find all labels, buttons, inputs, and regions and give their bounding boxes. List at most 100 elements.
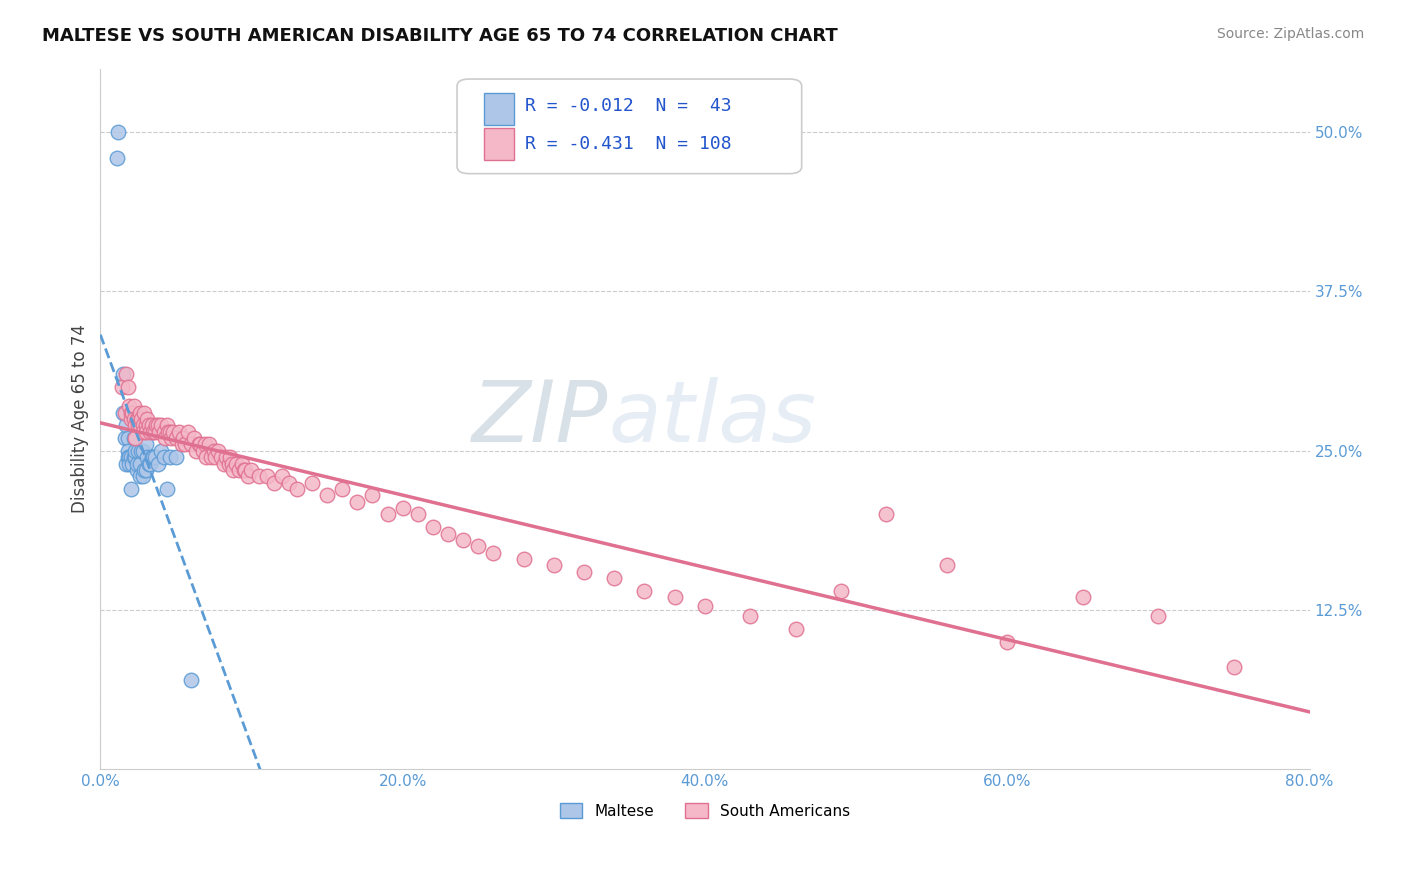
Point bbox=[316, 488, 339, 502]
Point bbox=[174, 437, 197, 451]
Point bbox=[114, 405, 136, 419]
Point bbox=[115, 457, 138, 471]
Point bbox=[437, 526, 460, 541]
Point bbox=[117, 380, 139, 394]
Point bbox=[256, 469, 278, 483]
Point bbox=[122, 399, 145, 413]
Point bbox=[346, 494, 368, 508]
Point bbox=[1223, 660, 1246, 674]
Point bbox=[122, 450, 145, 464]
Point bbox=[240, 463, 263, 477]
Point bbox=[391, 501, 413, 516]
Point bbox=[693, 599, 716, 614]
Point bbox=[165, 450, 187, 464]
Point bbox=[128, 457, 150, 471]
Point bbox=[111, 405, 134, 419]
Point bbox=[117, 431, 139, 445]
Point bbox=[138, 418, 160, 433]
Point bbox=[157, 425, 180, 439]
Point bbox=[218, 457, 240, 471]
Point bbox=[128, 405, 150, 419]
Point bbox=[120, 450, 142, 464]
Point bbox=[124, 443, 146, 458]
Point bbox=[124, 418, 146, 433]
Point bbox=[183, 431, 205, 445]
Point bbox=[120, 482, 142, 496]
Point bbox=[124, 450, 146, 464]
Point bbox=[156, 482, 179, 496]
Point bbox=[263, 475, 285, 490]
Point bbox=[128, 469, 150, 483]
Bar bbox=[484, 93, 513, 125]
Point bbox=[110, 380, 132, 394]
Point bbox=[153, 425, 176, 439]
Point bbox=[187, 437, 209, 451]
Point bbox=[125, 412, 148, 426]
Point bbox=[231, 457, 253, 471]
Point bbox=[120, 412, 142, 426]
Point bbox=[135, 463, 157, 477]
Text: ZIP: ZIP bbox=[472, 377, 609, 460]
Point bbox=[198, 437, 221, 451]
Point bbox=[118, 457, 141, 471]
Point bbox=[134, 463, 156, 477]
Point bbox=[482, 546, 505, 560]
Point bbox=[184, 443, 207, 458]
Point bbox=[111, 368, 134, 382]
Point bbox=[128, 418, 150, 433]
Point bbox=[131, 418, 153, 433]
Point bbox=[214, 457, 236, 471]
Point bbox=[167, 425, 190, 439]
Point bbox=[105, 151, 128, 165]
Point bbox=[141, 450, 163, 464]
Point bbox=[162, 425, 184, 439]
Point bbox=[406, 508, 429, 522]
Point bbox=[149, 418, 172, 433]
Point bbox=[139, 425, 162, 439]
Text: atlas: atlas bbox=[609, 377, 817, 460]
Point bbox=[330, 482, 353, 496]
Point bbox=[124, 431, 146, 445]
Point bbox=[146, 418, 169, 433]
Point bbox=[422, 520, 444, 534]
Point bbox=[1147, 609, 1170, 624]
Point bbox=[135, 437, 157, 451]
Point bbox=[572, 565, 595, 579]
Point bbox=[117, 450, 139, 464]
Point bbox=[143, 450, 166, 464]
Point bbox=[136, 450, 159, 464]
Point bbox=[135, 418, 157, 433]
Point bbox=[156, 418, 179, 433]
Point bbox=[160, 431, 183, 445]
Point bbox=[146, 457, 169, 471]
Point bbox=[121, 457, 143, 471]
Point bbox=[235, 463, 257, 477]
Point bbox=[200, 450, 222, 464]
Point bbox=[118, 399, 141, 413]
Point bbox=[270, 469, 292, 483]
Point bbox=[149, 443, 172, 458]
Point bbox=[195, 450, 218, 464]
Point bbox=[120, 405, 142, 419]
Point bbox=[129, 443, 152, 458]
Point bbox=[543, 558, 565, 573]
Point bbox=[188, 437, 211, 451]
Point bbox=[278, 475, 301, 490]
Point bbox=[136, 412, 159, 426]
Point bbox=[995, 635, 1018, 649]
Point bbox=[935, 558, 957, 573]
Point bbox=[225, 457, 247, 471]
Point bbox=[107, 125, 129, 139]
Point bbox=[221, 457, 243, 471]
Point bbox=[740, 609, 762, 624]
Point bbox=[153, 450, 176, 464]
FancyBboxPatch shape bbox=[457, 79, 801, 174]
Point bbox=[118, 450, 141, 464]
Point bbox=[202, 443, 225, 458]
Point bbox=[131, 425, 153, 439]
Point bbox=[125, 463, 148, 477]
Point bbox=[142, 425, 165, 439]
Point bbox=[127, 418, 149, 433]
Point bbox=[209, 450, 232, 464]
Text: R = -0.012  N =  43: R = -0.012 N = 43 bbox=[524, 96, 731, 115]
